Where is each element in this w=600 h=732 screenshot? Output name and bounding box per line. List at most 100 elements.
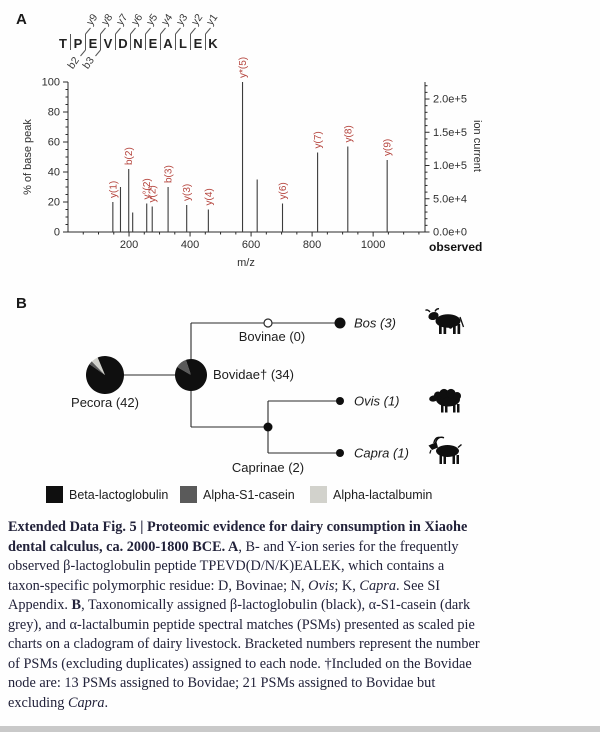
y-left-tick-label: 0: [54, 227, 60, 239]
x-tick-label: 1000: [361, 239, 385, 251]
x-tick-label: 400: [181, 239, 199, 251]
b-ion-label: b2: [65, 55, 82, 72]
y-ion-label: y9: [84, 12, 100, 28]
peptide-residue: L: [179, 36, 187, 51]
caption-segment: Capra: [67, 694, 105, 711]
y-axis-left: 0 20 40 60 80 100: [42, 77, 68, 239]
y-right-tick-label: 1.5e+5: [433, 127, 467, 139]
figure-caption: Extended Data Fig. 5 | Proteomic evidenc…: [8, 518, 482, 713]
peptide-residue: D: [118, 36, 127, 51]
caption-segment: Ovis: [308, 577, 335, 594]
peptide-residue: P: [74, 36, 83, 51]
caption-segment: . See SI Appendix.: [8, 577, 441, 614]
y-left-tick-label: 100: [42, 77, 60, 89]
caption-segment: Capra: [359, 577, 396, 594]
y-ion-tail: [85, 27, 91, 35]
tip-label-bos: Bos (3): [354, 316, 396, 331]
y-ion-label: y3: [174, 12, 190, 28]
y-right-tick-label: 5.0e+4: [433, 193, 467, 205]
panel-b-cladogram: B Pecora (42) Bovidae† (34) Bovinae (0) Capr…: [16, 295, 465, 475]
y-left-tick-label: 40: [48, 167, 60, 179]
node-label-caprinae: Caprinae (2): [232, 460, 304, 475]
y-ion-label: y5: [144, 12, 160, 28]
peak-label: y(8): [343, 125, 354, 142]
node-marker: [263, 422, 273, 432]
node-bovidae: Bovidae† (34): [174, 359, 294, 391]
peptide-residue: A: [163, 36, 173, 51]
spectrum-peaks: y(1) b(2) y°(2)y(2) b(3) y(3) y(4) y*(5) y(6) y(…: [108, 57, 394, 232]
panel-a-label: A: [16, 11, 27, 28]
x-tick-label: 600: [242, 239, 260, 251]
tip-capra: Capra (1): [336, 436, 462, 464]
peak-label: y(6): [278, 182, 289, 199]
node-caprinae: Caprinae (2): [232, 422, 304, 475]
y-ion-tail: [160, 27, 166, 35]
peptide-residue: E: [149, 36, 158, 51]
peptide-residue: N: [133, 36, 142, 51]
b-ion-label: b3: [80, 55, 97, 72]
pie-slice-alpha-s1-casein: [177, 359, 191, 375]
open-node-marker: [263, 318, 273, 328]
peak-label: y(3): [182, 184, 193, 201]
peak-label: b(2): [124, 147, 135, 165]
peptide-residue: E: [89, 36, 98, 51]
peak-label: y(1): [108, 181, 119, 198]
tip-label-ovis: Ovis (1): [354, 394, 400, 409]
b-ion-tail: [95, 49, 101, 57]
node-label-pecora: Pecora (42): [71, 395, 139, 410]
pie-slice-beta-lactoglobulin: [174, 359, 207, 391]
peak-label: y(9): [383, 139, 394, 156]
tip-marker: [334, 317, 346, 329]
peptide-residue: V: [104, 36, 113, 51]
y-right-tick-label: 1.0e+5: [433, 160, 467, 172]
observed-label: observed: [429, 240, 482, 254]
legend-item-alpha-lactalbumin: Alpha-lactalbumin: [310, 486, 432, 503]
caption-segment: Extended Data Fig. 5 | Proteomic evidenc…: [8, 519, 468, 555]
node-label-bovidae: Bovidae† (34): [213, 367, 294, 382]
sheep-icon: [429, 388, 461, 413]
caption-segment: A: [228, 538, 239, 555]
y-ion-label: y7: [114, 12, 130, 28]
y-ion-tail: [190, 27, 196, 35]
peak-label: b(3): [164, 165, 175, 183]
y-ion-label: y6: [129, 12, 145, 28]
y-left-tick-label: 80: [48, 107, 60, 119]
peak-label: y*(5): [238, 57, 249, 78]
y-ion-label: y4: [159, 12, 175, 28]
x-axis: 200 400 600 800 1000: [82, 232, 420, 251]
y-ion-tail: [130, 27, 136, 35]
pie-slice-alpha-s1-casein: [89, 361, 105, 375]
b-ion-tail: [80, 49, 86, 57]
legend-swatch: [46, 486, 63, 503]
y-ion-label: y1: [204, 12, 220, 28]
tip-bos: Bos (3): [334, 308, 465, 334]
legend-item-alpha-s1-casein: Alpha-S1-casein: [180, 486, 295, 503]
y-ion-tail: [145, 27, 151, 35]
y-left-tick-label: 20: [48, 197, 60, 209]
node-bovinae: Bovinae (0): [239, 318, 305, 344]
peptide-residue: K: [208, 36, 218, 51]
y-ion-label: y2: [189, 12, 205, 28]
y-left-tick-label: 60: [48, 137, 60, 149]
tip-marker: [336, 397, 344, 405]
y-ion-tail: [100, 27, 106, 35]
pie-slice-alpha-lactalbumin: [91, 357, 105, 375]
legend-label: Alpha-lactalbumin: [333, 487, 433, 502]
y-axis-right: 0.0e+0 5.0e+4 1.0e+5 1.5e+5 2.0e+5: [425, 85, 467, 239]
protein-legend: Beta-lactoglobulin Alpha-S1-casein Alpha-l…: [46, 486, 566, 508]
caption-segment: ; K,: [334, 577, 360, 594]
peptide-residue: E: [194, 36, 203, 51]
y-ion-label: y8: [99, 12, 115, 28]
panel-b-label: B: [16, 295, 27, 312]
y-right-tick-label: 2.0e+5: [433, 94, 467, 106]
node-pecora: Pecora (42): [71, 356, 139, 410]
cow-icon: [425, 308, 465, 334]
peptide-residue: T: [59, 36, 67, 51]
peak-label: y(4): [204, 188, 215, 205]
peak-label: y(2): [148, 185, 159, 202]
goat-icon: [428, 436, 462, 464]
tip-ovis: Ovis (1): [336, 388, 461, 413]
legend-item-beta-lactoglobulin: Beta-lactoglobulin: [46, 486, 168, 503]
tip-label-capra: Capra (1): [354, 446, 409, 461]
